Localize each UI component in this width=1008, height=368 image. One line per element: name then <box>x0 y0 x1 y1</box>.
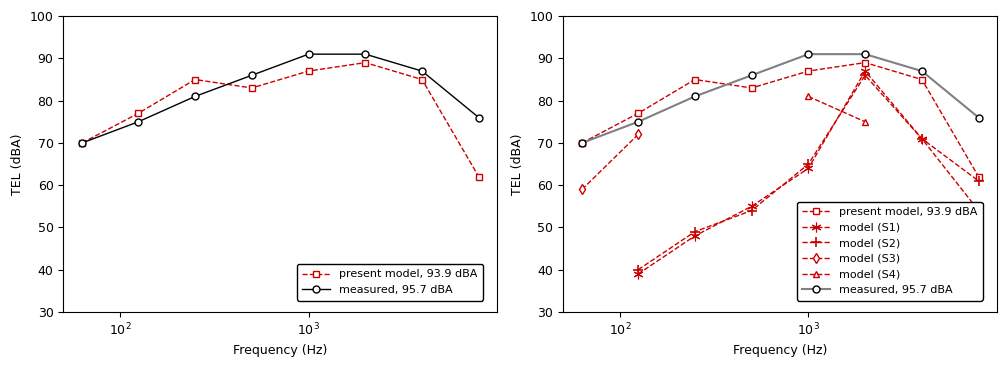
model (S1) <box>973 208 985 213</box>
model (S2) <box>632 268 644 272</box>
X-axis label: Frequency (Hz): Frequency (Hz) <box>233 344 328 357</box>
measured, 95.7 dBA <box>973 115 985 120</box>
present model, 93.9 dBA <box>746 86 758 90</box>
present model, 93.9 dBA <box>473 174 485 179</box>
measured, 95.7 dBA <box>859 52 871 56</box>
measured, 95.7 dBA <box>302 52 314 56</box>
measured, 95.7 dBA <box>746 73 758 78</box>
Y-axis label: TEL (dBA): TEL (dBA) <box>11 133 24 195</box>
Line: model (S1): model (S1) <box>633 66 984 279</box>
Line: model (S4): model (S4) <box>805 93 869 125</box>
present model, 93.9 dBA <box>576 141 588 145</box>
model (S1) <box>859 69 871 73</box>
present model, 93.9 dBA <box>246 86 258 90</box>
measured, 95.7 dBA <box>802 52 814 56</box>
present model, 93.9 dBA <box>859 60 871 65</box>
measured, 95.7 dBA <box>416 69 428 73</box>
present model, 93.9 dBA <box>632 111 644 116</box>
Line: model (S2): model (S2) <box>633 70 984 275</box>
model (S2) <box>802 162 814 166</box>
model (S1) <box>746 204 758 209</box>
measured, 95.7 dBA <box>576 141 588 145</box>
model (S1) <box>632 272 644 276</box>
present model, 93.9 dBA <box>132 111 144 116</box>
Legend: present model, 93.9 dBA, model (S1), model (S2), model (S3), model (S4), measure: present model, 93.9 dBA, model (S1), mod… <box>796 202 983 301</box>
Y-axis label: TEL (dBA): TEL (dBA) <box>511 133 524 195</box>
present model, 93.9 dBA <box>802 69 814 73</box>
X-axis label: Frequency (Hz): Frequency (Hz) <box>733 344 828 357</box>
model (S4) <box>802 94 814 99</box>
model (S2) <box>859 73 871 78</box>
Line: present model, 93.9 dBA: present model, 93.9 dBA <box>79 59 482 180</box>
measured, 95.7 dBA <box>77 141 89 145</box>
present model, 93.9 dBA <box>973 174 985 179</box>
model (S1) <box>688 234 701 238</box>
measured, 95.7 dBA <box>246 73 258 78</box>
present model, 93.9 dBA <box>416 77 428 82</box>
measured, 95.7 dBA <box>916 69 928 73</box>
present model, 93.9 dBA <box>302 69 314 73</box>
model (S3) <box>632 132 644 137</box>
measured, 95.7 dBA <box>688 94 701 99</box>
model (S1) <box>802 166 814 170</box>
model (S2) <box>746 208 758 213</box>
Line: model (S3): model (S3) <box>579 131 641 193</box>
Line: present model, 93.9 dBA: present model, 93.9 dBA <box>579 59 982 180</box>
measured, 95.7 dBA <box>132 120 144 124</box>
model (S3) <box>576 187 588 192</box>
model (S4) <box>859 120 871 124</box>
present model, 93.9 dBA <box>188 77 201 82</box>
measured, 95.7 dBA <box>632 120 644 124</box>
model (S2) <box>973 179 985 183</box>
present model, 93.9 dBA <box>359 60 371 65</box>
model (S1) <box>916 137 928 141</box>
present model, 93.9 dBA <box>688 77 701 82</box>
Line: measured, 95.7 dBA: measured, 95.7 dBA <box>79 51 482 146</box>
Legend: present model, 93.9 dBA, measured, 95.7 dBA: present model, 93.9 dBA, measured, 95.7 … <box>296 264 483 301</box>
measured, 95.7 dBA <box>188 94 201 99</box>
measured, 95.7 dBA <box>359 52 371 56</box>
model (S2) <box>688 230 701 234</box>
present model, 93.9 dBA <box>916 77 928 82</box>
model (S2) <box>916 137 928 141</box>
Line: measured, 95.7 dBA: measured, 95.7 dBA <box>579 51 982 146</box>
present model, 93.9 dBA <box>77 141 89 145</box>
measured, 95.7 dBA <box>473 115 485 120</box>
